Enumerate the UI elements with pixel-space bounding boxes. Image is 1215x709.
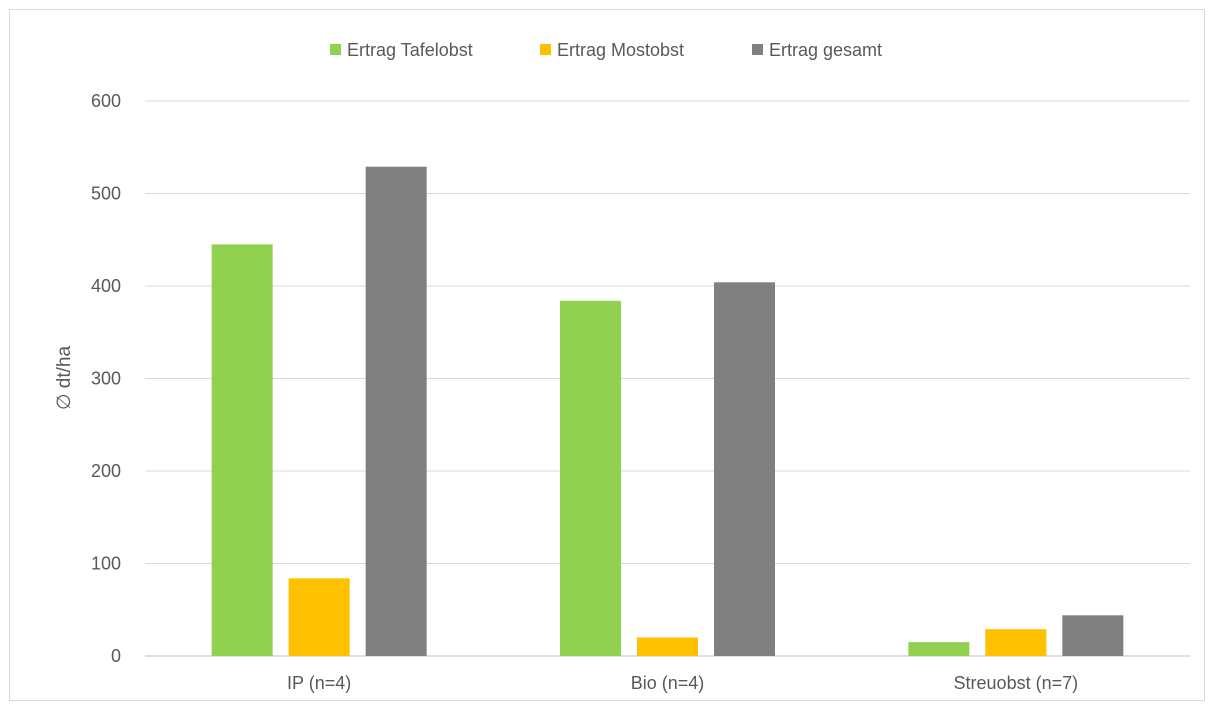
bar-1-1 bbox=[211, 244, 273, 656]
legend-swatch bbox=[752, 44, 763, 55]
legend-label: Ertrag Mostobst bbox=[557, 40, 684, 60]
y-tick-label: 300 bbox=[91, 369, 121, 389]
legend: Ertrag Tafelobst Ertrag Mostobst Ertrag ge… bbox=[330, 40, 882, 60]
x-tick-label: Streuobst (n=7) bbox=[954, 673, 1079, 693]
y-tick-label: 200 bbox=[91, 461, 121, 481]
x-tick-label: Bio (n=4) bbox=[631, 673, 705, 693]
bar-3-2 bbox=[714, 282, 775, 656]
bar-1-2 bbox=[560, 300, 621, 656]
legend-swatch bbox=[330, 44, 341, 55]
legend-label: Ertrag Tafelobst bbox=[347, 40, 473, 60]
gridlines bbox=[145, 100, 1190, 657]
bar-2-3 bbox=[985, 629, 1047, 656]
legend-swatch bbox=[540, 44, 551, 55]
y-tick-label: 400 bbox=[91, 276, 121, 296]
y-tick-label: 0 bbox=[111, 646, 121, 666]
x-tick-label: IP (n=4) bbox=[287, 673, 351, 693]
bar-3-3 bbox=[1062, 615, 1124, 656]
legend-label: Ertrag gesamt bbox=[769, 40, 882, 60]
bars bbox=[211, 166, 1124, 657]
bar-1-3 bbox=[908, 642, 970, 656]
y-axis-title: ∅ dt/ha bbox=[54, 346, 75, 411]
bar-3-1 bbox=[365, 166, 427, 657]
x-axis-tick-labels: IP (n=4) Bio (n=4) Streuobst (n=7) bbox=[287, 673, 1078, 693]
y-tick-label: 600 bbox=[91, 91, 121, 111]
y-axis-tick-labels: 0 100 200 300 400 500 600 bbox=[91, 91, 121, 666]
bar-2-2 bbox=[637, 637, 698, 656]
y-tick-label: 100 bbox=[91, 554, 121, 574]
bar-2-1 bbox=[288, 578, 350, 656]
y-tick-label: 500 bbox=[91, 184, 121, 204]
